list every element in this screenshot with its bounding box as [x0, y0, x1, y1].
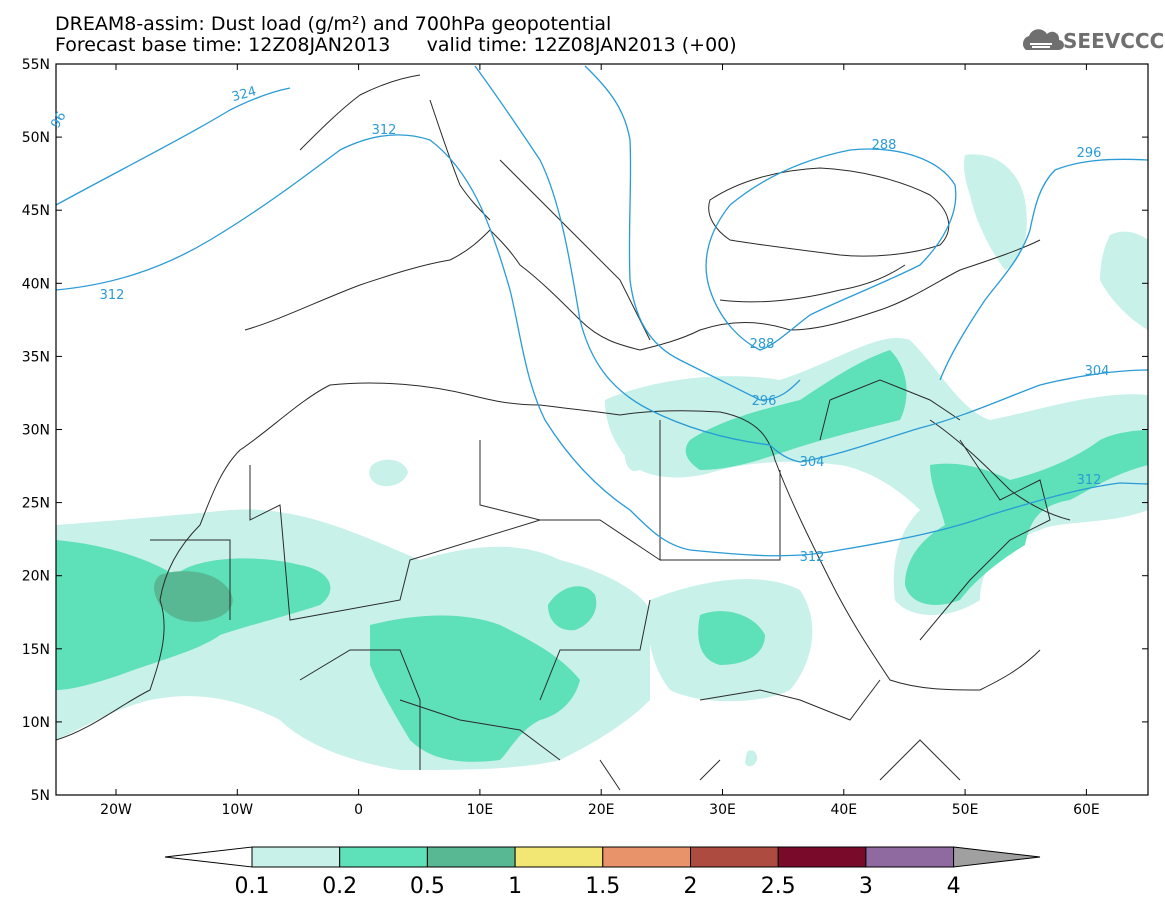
- contour-label: 296: [752, 394, 777, 409]
- lat-label: 50N: [22, 130, 50, 146]
- contour-label: 304: [800, 455, 825, 470]
- contour-label: 324: [230, 84, 258, 105]
- lat-label: 25N: [22, 496, 50, 512]
- contour-label: 312: [1077, 473, 1102, 488]
- colorbar-segment: [865, 846, 955, 868]
- colorbar-tick-label: 0.5: [410, 874, 445, 899]
- title-line-2: Forecast base time: 12Z08JAN2013 valid t…: [55, 34, 737, 56]
- lat-label: 15N: [22, 642, 50, 658]
- colorbar-tick-label: 1.5: [585, 874, 620, 899]
- colorbar-segment: [602, 846, 691, 868]
- contour-label: 288: [872, 138, 897, 153]
- lon-label: 30E: [709, 802, 736, 818]
- colorbar-tick-label: 0.1: [235, 874, 270, 899]
- colorbar-segment: [690, 846, 779, 868]
- contour-label: 296: [1077, 146, 1102, 161]
- colorbar-under-arrow: [164, 846, 253, 868]
- lon-label: 60E: [1073, 802, 1100, 818]
- lat-label: 35N: [22, 349, 50, 365]
- lat-label: 30N: [22, 423, 50, 439]
- lon-label: 20W: [100, 802, 132, 818]
- geopotential-contours: [56, 65, 1148, 557]
- dust-shading-high: [154, 571, 233, 622]
- contour-label: 312: [100, 288, 125, 303]
- latitude-axis: 55N 50N 45N 40N 35N 30N 25N 20N 15N 10N 5N: [22, 57, 1148, 804]
- longitude-axis: 20W 10W 0 10E 20E 30E 40E 50E 60E: [100, 64, 1100, 818]
- contour-label: 312: [800, 550, 825, 565]
- colorbar-tick-label: 2: [684, 874, 698, 899]
- dust-fields: [56, 154, 1148, 770]
- colorbar-tick-label: 2.5: [761, 874, 796, 899]
- contour-label: 312: [372, 123, 397, 138]
- lon-label: 20E: [588, 802, 615, 818]
- colorbar-segment: [251, 846, 341, 868]
- colorbar-over-arrow: [953, 846, 1041, 868]
- contour-label: 288: [750, 337, 775, 352]
- contour-labels: 324 312 96 312 288 296 288 296 304 304 312 312: [48, 84, 1110, 565]
- title-line-1: DREAM8-assim: Dust load (g/m²) and 700hP…: [55, 13, 612, 35]
- lon-label: 10W: [221, 802, 253, 818]
- colorbar-tick-label: 1: [508, 874, 522, 899]
- colorbar-segment: [514, 846, 604, 868]
- lat-label: 20N: [22, 569, 50, 585]
- lat-label: 40N: [22, 276, 50, 292]
- colorbar-tick-label: 3: [859, 874, 873, 899]
- lat-label: 5N: [31, 788, 50, 804]
- contour-label: 96: [48, 109, 69, 131]
- colorbar-tick-label: 0.2: [322, 874, 357, 899]
- lon-label: 10E: [467, 802, 494, 818]
- logo-text: SEEVCCC: [1063, 29, 1165, 53]
- lon-label: 40E: [830, 802, 857, 818]
- coastlines-borders: [56, 74, 1071, 791]
- colorbar-tick-label: 4: [947, 874, 961, 899]
- lat-label: 10N: [22, 715, 50, 731]
- colorbar: 0.1 0.2 0.5 1 1.5 2 2.5 3 4: [164, 846, 1041, 899]
- contour-label: 304: [1085, 364, 1110, 379]
- dust-shading-light: [56, 154, 1148, 770]
- colorbar-segment: [339, 846, 428, 868]
- cloud-logo-icon: [1022, 29, 1064, 50]
- lon-label: 50E: [952, 802, 979, 818]
- lon-label: 0: [354, 802, 363, 818]
- lat-label: 55N: [22, 57, 50, 73]
- lat-label: 45N: [22, 203, 50, 219]
- colorbar-segment: [426, 846, 516, 868]
- colorbar-segment: [777, 846, 867, 868]
